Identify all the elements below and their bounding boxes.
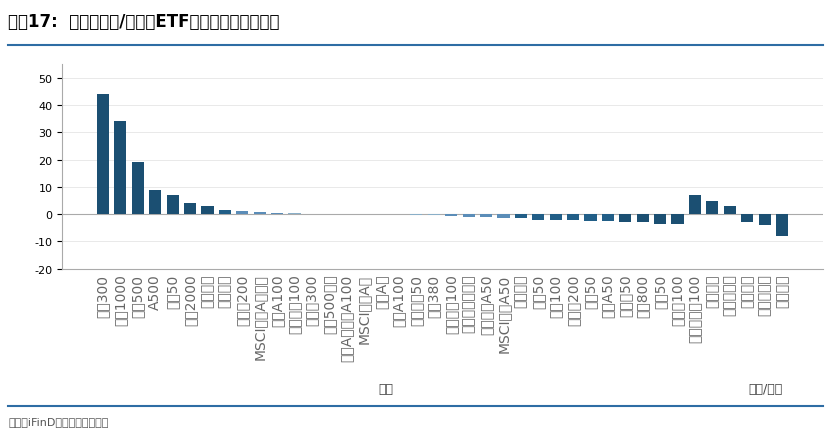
Bar	[689, 196, 701, 215]
Bar	[411, 215, 422, 216]
Bar	[445, 215, 457, 217]
Bar	[532, 215, 544, 220]
Text: 宽基: 宽基	[378, 382, 393, 395]
Bar	[236, 212, 248, 215]
Bar	[619, 215, 632, 223]
Bar	[480, 215, 492, 218]
Bar	[514, 215, 527, 219]
Bar	[201, 207, 214, 215]
Bar	[602, 215, 614, 221]
Bar	[271, 214, 283, 215]
Text: 来源：iFinD，国金证券研究所: 来源：iFinD，国金证券研究所	[8, 416, 109, 426]
Bar	[724, 207, 736, 215]
Bar	[759, 215, 770, 226]
Text: 图表17:  宽基及主题/行业型ETF资金流情况（亿元）: 图表17: 宽基及主题/行业型ETF资金流情况（亿元）	[8, 13, 280, 31]
Bar	[654, 215, 666, 224]
Bar	[637, 215, 649, 223]
Bar	[115, 122, 126, 215]
Bar	[288, 214, 301, 215]
Bar	[741, 215, 754, 223]
Bar	[219, 210, 231, 215]
Text: 主题/行业: 主题/行业	[749, 382, 783, 395]
Bar	[97, 95, 109, 215]
Bar	[149, 190, 161, 215]
Bar	[253, 213, 266, 215]
Bar	[428, 215, 440, 216]
Bar	[671, 215, 684, 224]
Bar	[567, 215, 579, 220]
Bar	[463, 215, 475, 217]
Bar	[776, 215, 788, 237]
Bar	[706, 201, 719, 215]
Bar	[166, 196, 179, 215]
Bar	[306, 214, 318, 215]
Bar	[584, 215, 597, 221]
Bar	[498, 215, 509, 218]
Bar	[549, 215, 562, 220]
Bar	[184, 204, 196, 215]
Bar	[131, 163, 144, 215]
